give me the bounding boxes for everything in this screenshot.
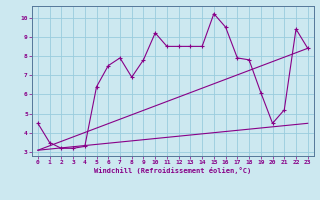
X-axis label: Windchill (Refroidissement éolien,°C): Windchill (Refroidissement éolien,°C) <box>94 167 252 174</box>
